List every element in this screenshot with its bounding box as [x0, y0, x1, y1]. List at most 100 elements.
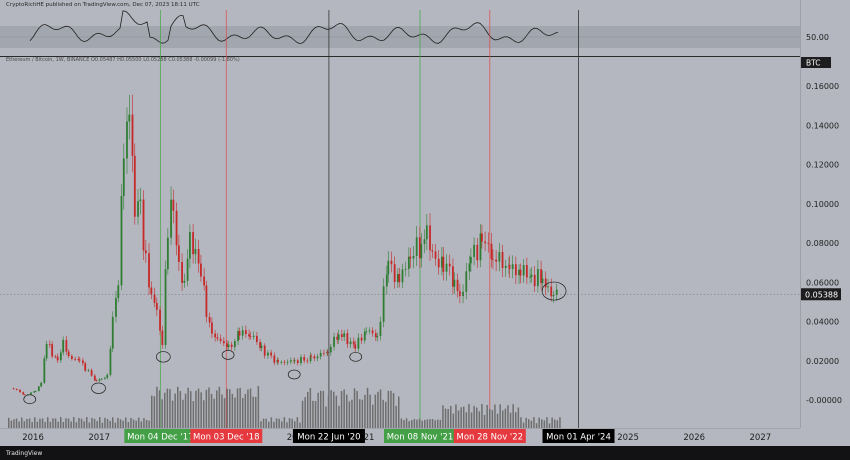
candle-body	[205, 285, 208, 317]
candle-body	[425, 225, 428, 240]
candle-body	[387, 260, 390, 275]
date-tag-box	[124, 429, 197, 443]
candle-body	[346, 333, 349, 345]
candle-body	[365, 331, 368, 332]
candle-body	[354, 344, 357, 349]
volume-bar	[468, 404, 470, 428]
volume-bar	[119, 419, 122, 428]
candle-body	[128, 114, 131, 122]
volume-bar	[528, 419, 530, 428]
candle-body	[337, 334, 340, 340]
candle-body	[260, 345, 263, 349]
candle-body	[536, 269, 539, 287]
candle-body	[393, 264, 396, 283]
candle-body	[230, 344, 233, 348]
candle-body	[122, 158, 125, 196]
candle-body	[289, 360, 292, 362]
candle-body	[396, 274, 399, 283]
candle-body	[172, 199, 175, 211]
volume-bar	[101, 422, 104, 428]
price-tick-label: 0.06000	[806, 278, 839, 287]
candle-body	[203, 276, 206, 286]
candle-body	[511, 264, 514, 270]
candle-body	[437, 258, 440, 268]
volume-bar	[88, 422, 91, 428]
candle-body	[208, 316, 211, 323]
candle-body	[93, 375, 96, 381]
candle-body	[458, 291, 461, 297]
volume-bar	[366, 387, 369, 428]
candle-body	[508, 264, 511, 270]
volume-bar	[262, 418, 265, 428]
date-tag-box	[292, 429, 365, 443]
volume-bar	[104, 417, 106, 428]
candle-body	[490, 243, 493, 260]
volume-bar	[530, 420, 533, 428]
volume-bar	[533, 417, 535, 428]
volume-bar	[463, 406, 465, 428]
candle-body	[306, 360, 309, 362]
candle-body	[183, 280, 186, 283]
candle-body	[74, 358, 76, 360]
volume-bar	[470, 412, 473, 428]
volume-bar	[93, 418, 96, 428]
volume-bar	[460, 407, 462, 428]
volume-bar	[398, 396, 400, 428]
candle-body	[227, 344, 230, 348]
volume-bar	[307, 392, 309, 428]
annotation-circle	[155, 351, 171, 363]
volume-bar	[156, 386, 158, 428]
candle-body	[374, 333, 377, 338]
candle-body	[117, 285, 120, 299]
candle-body	[87, 370, 90, 371]
date-tag-label: Mon 03 Dec '18	[193, 433, 259, 443]
volume-bar	[244, 393, 247, 428]
volume-bar	[44, 422, 46, 428]
candle-body	[360, 337, 363, 341]
candle-body	[484, 241, 487, 244]
candle-body	[111, 316, 114, 349]
candle-body	[175, 210, 178, 246]
volume-bar	[554, 419, 556, 428]
date-tag-label: Mon 28 Nov '22	[457, 433, 524, 443]
volume-bar	[122, 420, 124, 428]
volume-bar	[296, 417, 299, 428]
candle-body	[519, 269, 522, 276]
candle-body	[267, 352, 269, 356]
volume-bar	[418, 418, 421, 428]
volume-bar	[509, 412, 512, 428]
candle-body	[186, 258, 189, 281]
volume-bar	[184, 393, 187, 428]
price-tick-label: 0.02000	[806, 357, 839, 366]
volume-bar	[234, 397, 236, 428]
volume-bar	[515, 412, 517, 428]
volume-bar	[75, 422, 78, 428]
candle-body	[34, 391, 37, 392]
candle-body	[357, 337, 360, 349]
candle-body	[530, 274, 533, 277]
candle-body	[525, 265, 528, 278]
candle-body	[273, 355, 276, 363]
candle-body	[237, 331, 239, 342]
candle-body	[139, 199, 142, 202]
volume-bar	[255, 396, 257, 428]
candle-body	[70, 356, 73, 359]
volume-bar	[179, 391, 182, 428]
volume-bar	[286, 422, 288, 428]
volume-bar	[161, 399, 163, 428]
volume-bar	[268, 421, 270, 428]
volume-bar	[239, 387, 241, 428]
publisher-header: CryptoRichHE published on TradingView.co…	[6, 2, 200, 8]
volume-bar	[304, 397, 306, 428]
volume-bar	[10, 420, 13, 428]
volume-bar	[455, 404, 457, 428]
candle-body	[310, 355, 313, 357]
volume-bar	[517, 407, 520, 428]
price-tick-label: 0.14000	[806, 121, 839, 130]
candle-body	[481, 233, 483, 242]
volume-bar	[465, 412, 468, 428]
candle-body	[544, 278, 547, 288]
candle-body	[469, 256, 472, 264]
candle-body	[161, 330, 164, 346]
